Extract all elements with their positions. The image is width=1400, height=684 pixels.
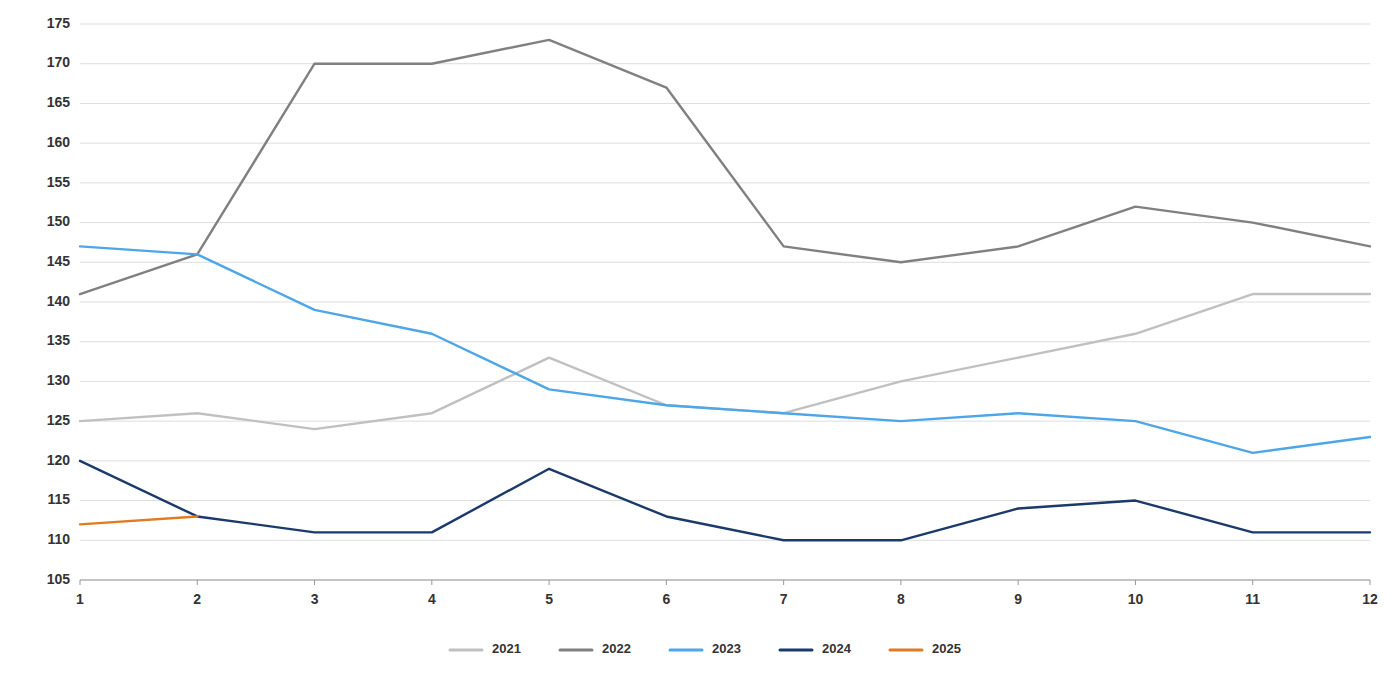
x-tick-label: 3 xyxy=(311,591,319,607)
legend: 2021 2022 2023 2024 2025 xyxy=(450,641,961,656)
x-axis-line xyxy=(80,580,1370,581)
x-tick-label: 9 xyxy=(1014,591,1022,607)
grid-line xyxy=(80,222,1370,223)
legend-swatch xyxy=(450,649,482,652)
x-tick-label: 8 xyxy=(897,591,905,607)
x-tick xyxy=(1252,580,1253,585)
x-tick-label: 10 xyxy=(1128,591,1144,607)
y-tick-label: 120 xyxy=(47,452,71,468)
legend-swatch xyxy=(890,649,922,652)
x-tick-label: 12 xyxy=(1362,591,1378,607)
grid-line xyxy=(80,63,1370,64)
x-tick xyxy=(1018,580,1019,585)
x-tick xyxy=(431,580,432,585)
grid-line xyxy=(80,24,1370,25)
legend-swatch xyxy=(780,649,812,652)
grid-line xyxy=(80,580,1370,581)
x-tick xyxy=(900,580,901,585)
y-tick-label: 175 xyxy=(47,15,71,31)
x-tick xyxy=(1370,580,1371,585)
x-tick-label: 5 xyxy=(545,591,553,607)
x-tick xyxy=(197,580,198,585)
grid-line xyxy=(80,341,1370,342)
legend-label: 2025 xyxy=(932,641,961,656)
x-tick xyxy=(1135,580,1136,585)
series-line xyxy=(80,40,1370,294)
y-tick-label: 105 xyxy=(47,571,71,587)
y-tick-label: 145 xyxy=(47,253,71,269)
grid-line xyxy=(80,143,1370,144)
x-tick-label: 4 xyxy=(428,591,436,607)
grid-line xyxy=(80,540,1370,541)
y-tick-label: 110 xyxy=(47,531,70,547)
chart: 1051101151201251301351401451501551601651… xyxy=(0,0,1400,684)
y-tick-label: 125 xyxy=(47,412,71,428)
grid-line xyxy=(80,302,1370,303)
series-line xyxy=(80,461,1370,540)
grid-line xyxy=(80,182,1370,183)
x-tick xyxy=(549,580,550,585)
y-tick-label: 165 xyxy=(47,94,71,110)
y-tick-label: 130 xyxy=(47,372,71,388)
y-tick-label: 155 xyxy=(47,174,71,190)
y-tick-label: 150 xyxy=(47,213,71,229)
y-tick-label: 160 xyxy=(47,134,71,150)
grid-line xyxy=(80,421,1370,422)
y-axis: 105 110 115 120 125 130 135 140 145 150 155 160 165 1… xyxy=(47,15,71,587)
grid xyxy=(80,24,1370,580)
legend-label: 2023 xyxy=(712,641,741,656)
grid-line xyxy=(80,381,1370,382)
grid-line xyxy=(80,500,1370,501)
x-tick xyxy=(783,580,784,585)
x-tick-label: 6 xyxy=(662,591,670,607)
legend-swatch xyxy=(560,649,592,652)
legend-label: 2021 xyxy=(492,641,521,656)
x-tick xyxy=(314,580,315,585)
x-axis: 123456789101112 xyxy=(76,580,1378,607)
x-tick-label: 11 xyxy=(1245,591,1260,607)
y-tick-label: 135 xyxy=(47,332,71,348)
x-tick-label: 1 xyxy=(76,591,84,607)
legend-label: 2022 xyxy=(602,641,631,656)
lines xyxy=(80,40,1370,540)
legend-swatch xyxy=(670,649,702,652)
x-tick xyxy=(80,580,81,585)
x-tick-label: 2 xyxy=(193,591,201,607)
series-line xyxy=(80,246,1370,453)
y-tick-label: 170 xyxy=(47,54,71,70)
x-tick xyxy=(666,580,667,585)
grid-line xyxy=(80,262,1370,263)
grid-line xyxy=(80,460,1370,461)
y-tick-label: 140 xyxy=(47,293,71,309)
x-tick-label: 7 xyxy=(780,591,788,607)
legend-label: 2024 xyxy=(822,641,852,656)
y-tick-label: 115 xyxy=(47,491,70,507)
grid-line xyxy=(80,103,1370,104)
series-line xyxy=(80,516,197,524)
